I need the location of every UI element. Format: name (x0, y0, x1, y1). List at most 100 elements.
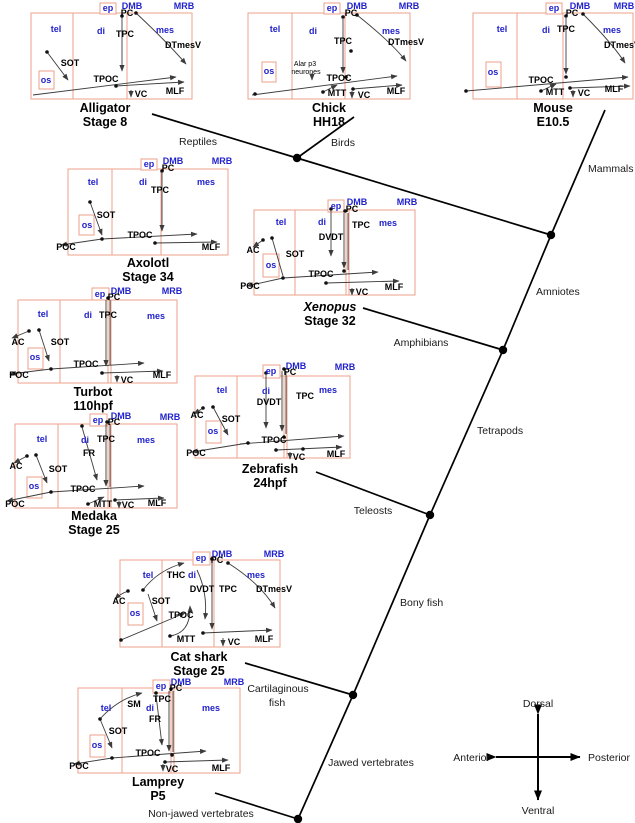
tract-arrow-8-7 (169, 605, 193, 637)
tree-node (348, 690, 358, 700)
label-mlf: MLF (212, 763, 231, 773)
label-os: os (41, 75, 52, 85)
tree-branch-2 (296, 157, 552, 236)
tract-arrow-5-6 (101, 368, 164, 374)
label-poc: POC (240, 281, 260, 291)
species-stage: HH18 (313, 115, 345, 129)
label-vc: VC (293, 452, 306, 462)
tract-origin-dot (86, 502, 90, 506)
species-stage: Stage 32 (304, 314, 355, 328)
tree-branch-10 (297, 694, 354, 820)
epiphysis-box (89, 413, 108, 427)
label-os: os (82, 220, 93, 230)
label-tel: tel (51, 24, 62, 34)
epiphysis-box (152, 679, 171, 694)
clade-label-teleosts: Teleosts (354, 505, 393, 517)
tract-origin-dot (114, 84, 118, 88)
tract-origin-dot (113, 498, 117, 502)
tract-arrow-7-2 (81, 426, 98, 481)
tract-arrow-8-3 (196, 569, 209, 620)
tract-origin-dot (226, 561, 230, 565)
tract-origin-dot (34, 453, 38, 457)
optic-stalk-box (205, 420, 222, 444)
label-tpoc: TPOC (73, 359, 99, 369)
tract-origin-dot (160, 169, 164, 173)
tract-arrow-7-0 (13, 455, 28, 464)
tract-origin-dot (105, 420, 109, 424)
tract-origin-dot (126, 589, 130, 593)
label-ep: ep (95, 289, 106, 299)
tract-origin-dot (45, 50, 49, 54)
label-mtt: MTT (177, 634, 196, 644)
tract-arrow-8-8 (202, 627, 273, 634)
tract-arrow-2-4 (569, 83, 631, 89)
tract-arrow-7-5 (50, 483, 145, 493)
label-pc: PC (211, 555, 224, 565)
label-tpoc: TPOC (70, 484, 96, 494)
species-stage: Stage 25 (173, 664, 224, 678)
species-name: Chick (312, 101, 346, 115)
tract-arrow-2-0 (582, 13, 626, 64)
label-vc: VC (228, 637, 241, 647)
tract-arrow-5-5 (9, 368, 52, 376)
label-tpoc: TPOC (528, 75, 554, 85)
label-mlf: MLF (166, 86, 185, 96)
label-alar-p3: Alar p3 (294, 61, 316, 68)
label-dvdt: DVDT (257, 397, 282, 407)
tree-branch-8 (352, 514, 431, 696)
tract-arrow-1-3 (251, 74, 398, 96)
tract-arrow-9-5 (111, 748, 207, 759)
label-vc: VC (121, 375, 134, 385)
tract-origin-dot (120, 14, 124, 18)
label-dmb: DMB (347, 1, 368, 11)
tract-origin-dot (264, 371, 268, 375)
label-di: di (97, 26, 105, 36)
tract-origin-dot (321, 90, 325, 94)
label-tel: tel (143, 570, 154, 580)
label-os: os (92, 740, 103, 750)
label-mes: mes (247, 570, 265, 580)
tree-branch-0 (151, 113, 298, 159)
label-os: os (264, 66, 275, 76)
tract-origin-dot (282, 435, 286, 439)
label-mes: mes (379, 218, 397, 228)
label-ep: ep (196, 553, 207, 563)
label-di: di (262, 386, 270, 396)
label-dmb: DMB (570, 1, 591, 11)
tract-origin-dot (261, 238, 265, 242)
optic-stalk-box (127, 602, 144, 626)
label-sot: SOT (61, 58, 80, 68)
tract-arrow-5-4 (50, 360, 145, 370)
tract-origin-dot (169, 687, 173, 691)
label-mes: mes (137, 435, 155, 445)
tract-origin-dot (564, 14, 568, 18)
tree-node (293, 814, 303, 823)
label-sot: SOT (222, 414, 241, 424)
tract-arrow-1-1 (356, 14, 407, 62)
tract-origin-dot (343, 209, 347, 213)
label-tpc: TPC (219, 584, 238, 594)
label-dmb: DMB (286, 361, 307, 371)
compass-label-posterior: Posterior (588, 752, 631, 764)
label-dmb: DMB (122, 1, 143, 11)
label-di: di (309, 26, 317, 36)
label-sot: SOT (49, 464, 68, 474)
epiphysis-box (323, 2, 341, 15)
label-pc: PC (346, 204, 359, 214)
label-os: os (29, 481, 40, 491)
optic-stalk-box (262, 253, 280, 278)
tract-arrow-0-3 (32, 75, 177, 96)
tract-origin-dot (163, 760, 167, 764)
label-mes: mes (202, 703, 220, 713)
tract-origin-dot (464, 89, 468, 93)
tract-origin-dot (301, 447, 305, 451)
tract-origin-dot (282, 367, 286, 371)
tract-origin-dot (329, 207, 333, 211)
tract-arrow-0-0 (46, 51, 69, 81)
label-fr: FR (149, 714, 161, 724)
label-vc: VC (135, 89, 148, 99)
label-thc: THC (167, 570, 186, 580)
label-tpoc: TPOC (326, 73, 352, 83)
label-dmb: DMB (111, 411, 132, 421)
